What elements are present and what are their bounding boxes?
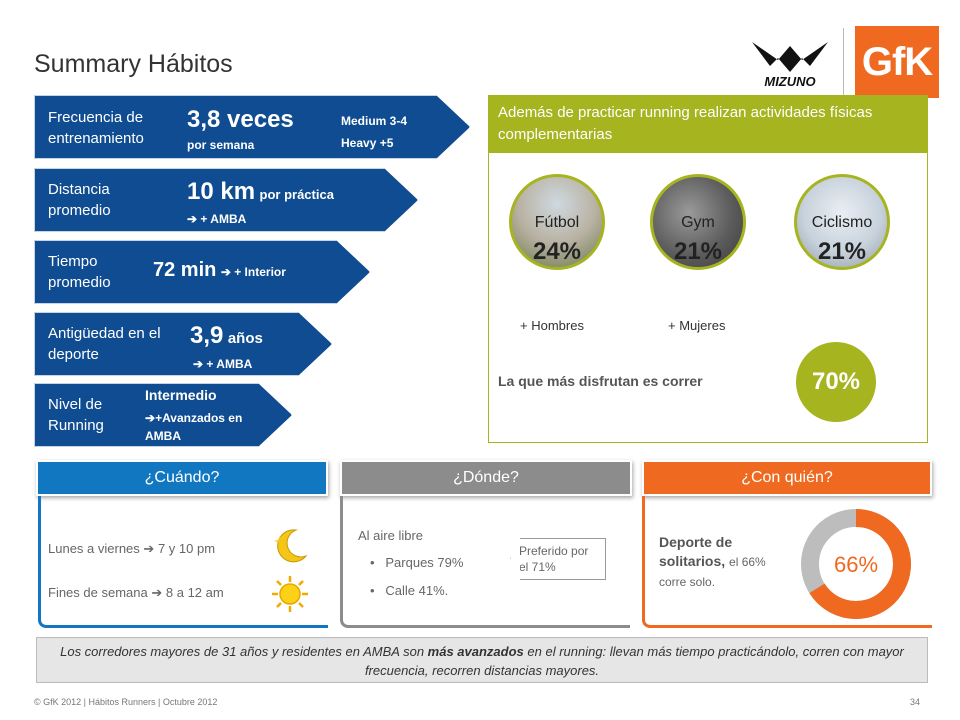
cuando-bracket bbox=[38, 496, 328, 628]
donde-bracket bbox=[340, 496, 630, 628]
donde-item-1: • Parques 79% bbox=[370, 555, 464, 570]
futbol-pct: 24% bbox=[532, 238, 582, 265]
tab-donde: ¿Dónde? bbox=[340, 460, 632, 496]
antiguedad-label: Antigüedad en el deporte bbox=[48, 325, 161, 363]
nivel-label: Nivel de Running bbox=[48, 396, 104, 434]
distancia-note: ➔ + AMBA bbox=[187, 212, 247, 226]
con-quien-donut: 66% bbox=[801, 509, 911, 619]
footer-text: © GfK 2012 | Hábitos Runners | Octubre 2… bbox=[34, 697, 218, 707]
distancia-label: Distancia promedio bbox=[48, 181, 111, 219]
tab-con-quien: ¿Con quién? bbox=[642, 460, 932, 496]
tiempo-note: ➔ + Interior bbox=[220, 265, 286, 279]
page-number: 34 bbox=[910, 697, 921, 707]
con-quien-bracket bbox=[642, 496, 932, 628]
arrow-right-icon: ➔ bbox=[143, 541, 155, 556]
arrow-right-icon: ➔ bbox=[151, 585, 163, 600]
donde-intro: Al aire libre bbox=[358, 528, 424, 543]
enjoy-text: La que más disfrutan es correr bbox=[498, 373, 703, 389]
donde-callout: Preferido por el 71% bbox=[510, 538, 606, 580]
arrow-antiguedad: Antigüedad en el deporte 3,9 años ➔ + AM… bbox=[34, 312, 332, 376]
antiguedad-note: ➔ + AMBA bbox=[193, 357, 253, 371]
arrow-right-icon: ➔ bbox=[145, 411, 156, 425]
gym-pct: 21% bbox=[673, 238, 723, 265]
nivel-value: Intermedio bbox=[145, 387, 217, 403]
arrow-distancia: Distancia promedio 10 km por práctica ➔ … bbox=[34, 168, 418, 232]
summary-quote: Los corredores mayores de 31 años y resi… bbox=[36, 637, 928, 683]
donut-label: 66% bbox=[834, 552, 878, 577]
antiguedad-value-group: 3,9 años bbox=[190, 322, 263, 350]
cuando-weekdays: Lunes a viernes ➔ 7 y 10 pm bbox=[48, 541, 216, 556]
con-quien-text: Deporte de solitarios, el 66% corre solo… bbox=[659, 534, 766, 589]
sun-icon bbox=[272, 576, 308, 612]
arrow-right-icon: ➔ bbox=[187, 212, 198, 226]
ciclismo-pct: 21% bbox=[817, 238, 867, 265]
tiempo-value: 72 min bbox=[153, 259, 217, 281]
moon-icon bbox=[274, 529, 308, 563]
activities-header: Además de practicar running realizan act… bbox=[488, 95, 928, 153]
ciclismo-label: Ciclismo bbox=[811, 214, 873, 231]
arrow-nivel: Nivel de Running Intermedio ➔+Avanzados … bbox=[34, 383, 292, 447]
donde-item-2: • Calle 41%. bbox=[370, 583, 449, 598]
frecuencia-heavy: Heavy +5 bbox=[341, 136, 394, 150]
donut-value bbox=[801, 509, 911, 619]
gym-photo bbox=[650, 174, 746, 270]
futbol-label: Fútbol bbox=[534, 214, 580, 231]
arrow-frecuencia: Frecuencia de entrenamiento 3,8 veces po… bbox=[34, 95, 470, 159]
tab-cuando: ¿Cuándo? bbox=[36, 460, 328, 496]
tiempo-label: Tiempo promedio bbox=[48, 253, 111, 291]
distancia-unit: por práctica bbox=[259, 187, 334, 202]
frecuencia-label: Frecuencia de entrenamiento bbox=[48, 109, 144, 147]
enjoy-badge: 70% bbox=[796, 342, 876, 422]
frecuencia-value: 3,8 veces bbox=[187, 106, 294, 133]
arrow-tiempo: Tiempo promedio 72 min ➔ + Interior bbox=[34, 240, 370, 304]
ciclismo-photo bbox=[794, 174, 890, 270]
distancia-value: 10 km bbox=[187, 178, 256, 205]
arrow-right-icon: ➔ bbox=[220, 265, 231, 279]
logo-divider bbox=[843, 28, 844, 98]
distancia-value-group: 10 km por práctica bbox=[187, 178, 334, 206]
nivel-note: ➔+Avanzados en AMBA bbox=[145, 411, 243, 443]
gym-label: Gym bbox=[681, 214, 715, 231]
gym-note: + Mujeres bbox=[668, 318, 726, 333]
futbol-photo bbox=[509, 174, 605, 270]
page-title: Summary Hábitos bbox=[34, 50, 233, 78]
cuando-weekend: Fines de semana ➔ 8 a 12 am bbox=[48, 585, 224, 600]
tiempo-value-group: 72 min ➔ + Interior bbox=[153, 259, 286, 282]
antiguedad-value: 3,9 bbox=[190, 322, 224, 349]
gfk-logo: GfK bbox=[855, 26, 939, 98]
arrow-right-icon: ➔ bbox=[193, 357, 204, 371]
mizuno-wordmark: MIZUNO bbox=[764, 74, 815, 89]
antiguedad-unit: años bbox=[227, 330, 263, 347]
frecuencia-medium: Medium 3-4 bbox=[341, 114, 408, 128]
frecuencia-unit: por semana bbox=[187, 138, 255, 152]
mizuno-logo: MIZUNO bbox=[752, 42, 828, 89]
futbol-note: + Hombres bbox=[520, 318, 584, 333]
